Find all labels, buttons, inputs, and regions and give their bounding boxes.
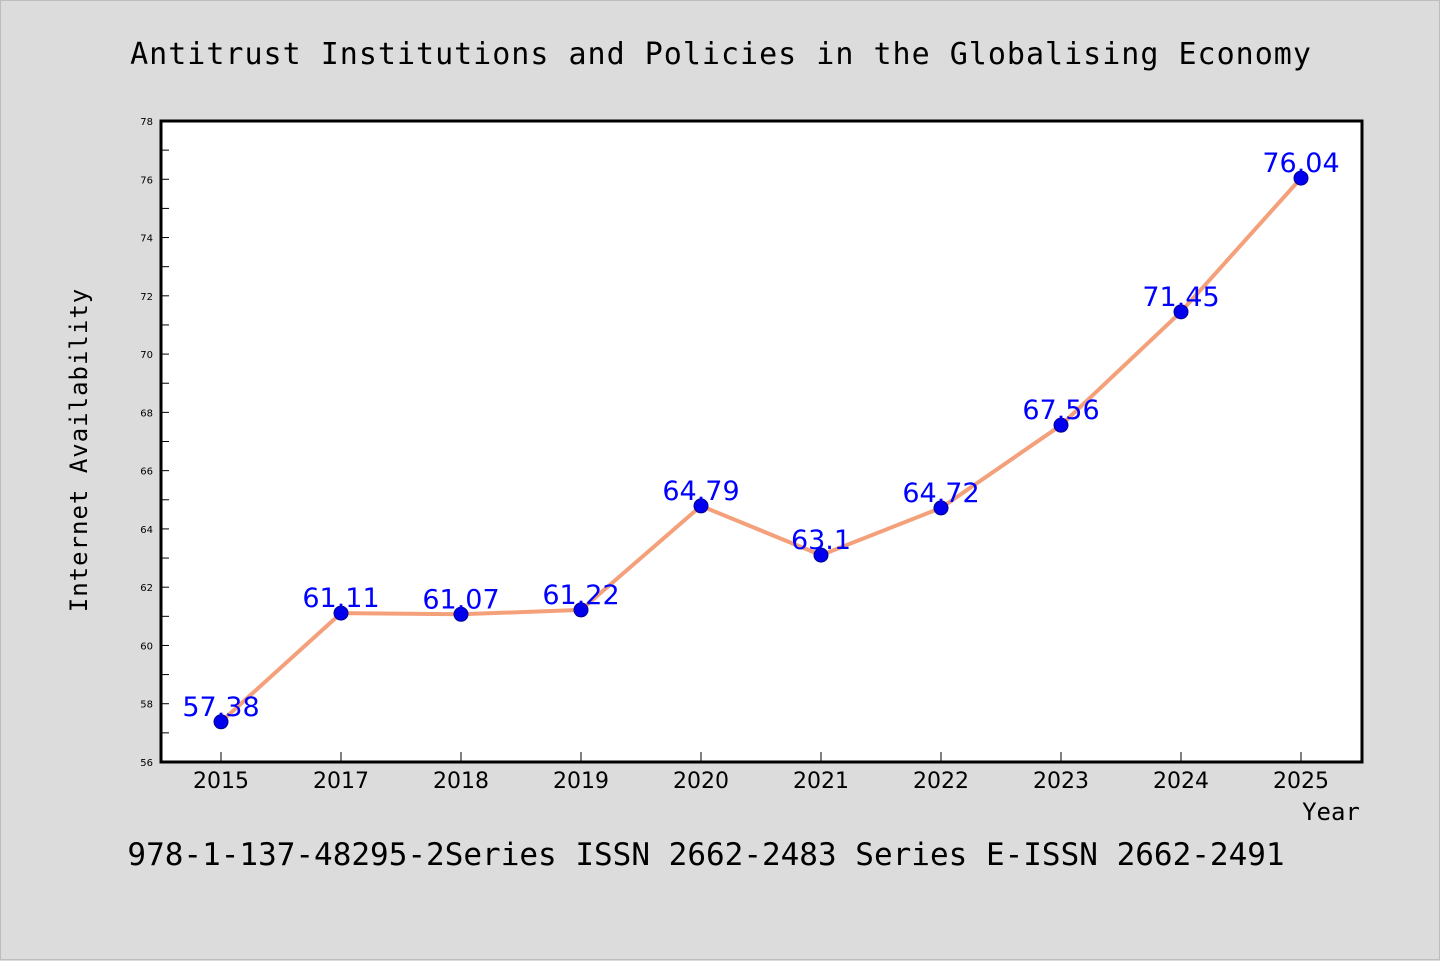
x-tick-label: 2015 bbox=[193, 769, 249, 794]
data-point bbox=[933, 500, 949, 516]
data-label: 64.72 bbox=[902, 478, 979, 509]
y-tick-label: 60 bbox=[140, 641, 153, 652]
data-point bbox=[453, 606, 469, 622]
chart-subtitle: 978-1-137-48295-2Series ISSN 2662-2483 S… bbox=[127, 837, 1284, 873]
data-point bbox=[573, 602, 589, 618]
y-axis-label: Internet Availability bbox=[65, 288, 93, 612]
y-tick-label: 72 bbox=[140, 292, 153, 303]
x-tick-label: 2020 bbox=[673, 769, 729, 794]
data-label: 61.11 bbox=[302, 583, 379, 614]
y-tick-label: 64 bbox=[140, 525, 153, 536]
series-layer: 57.38 61.11 61.07 61.22 64.79 63.1 64.72 67.56 7… bbox=[182, 148, 1340, 730]
y-tick-label: 56 bbox=[140, 758, 153, 769]
data-label: 63.1 bbox=[791, 525, 851, 556]
x-tick-label: 2023 bbox=[1033, 769, 1089, 794]
data-label: 57.38 bbox=[182, 692, 259, 723]
data-label: 61.22 bbox=[542, 580, 619, 611]
data-point bbox=[213, 714, 229, 730]
data-label: 64.79 bbox=[662, 476, 739, 507]
y-tick-label: 66 bbox=[140, 467, 153, 478]
x-axis-ticks: 2015 2017 2018 2019 2020 2021 2022 2023 2024 2025 bbox=[193, 752, 1329, 794]
y-tick-label: 74 bbox=[140, 234, 153, 245]
x-axis-label: Year bbox=[1302, 798, 1360, 826]
x-tick-label: 2022 bbox=[913, 769, 969, 794]
x-tick-label: 2025 bbox=[1273, 769, 1329, 794]
plot-area bbox=[159, 119, 1364, 764]
y-tick-label: 58 bbox=[140, 700, 153, 711]
data-label: 76.04 bbox=[1262, 148, 1339, 179]
data-label: 61.07 bbox=[422, 584, 499, 615]
data-point bbox=[813, 547, 829, 563]
data-point bbox=[1173, 304, 1189, 320]
y-tick-label: 70 bbox=[140, 350, 153, 361]
data-label: 71.45 bbox=[1142, 282, 1219, 313]
data-point bbox=[693, 498, 709, 514]
data-label: 67.56 bbox=[1022, 395, 1099, 426]
x-tick-label: 2019 bbox=[553, 769, 609, 794]
series-line bbox=[219, 176, 1303, 724]
y-tick-label: 78 bbox=[140, 117, 153, 128]
data-point bbox=[333, 605, 349, 621]
x-tick-label: 2017 bbox=[313, 769, 369, 794]
x-tick-label: 2021 bbox=[793, 769, 849, 794]
y-axis-ticks: 56 58 60 62 64 66 68 70 72 74 76 78 bbox=[140, 117, 169, 769]
y-tick-label: 68 bbox=[140, 408, 153, 419]
data-point bbox=[1293, 170, 1309, 186]
chart-title: Antitrust Institutions and Policies in t… bbox=[130, 37, 1312, 72]
y-tick-label: 62 bbox=[140, 583, 153, 594]
data-point bbox=[1053, 417, 1069, 433]
x-tick-label: 2018 bbox=[433, 769, 489, 794]
y-tick-label: 76 bbox=[140, 175, 153, 186]
x-tick-label: 2024 bbox=[1153, 769, 1209, 794]
